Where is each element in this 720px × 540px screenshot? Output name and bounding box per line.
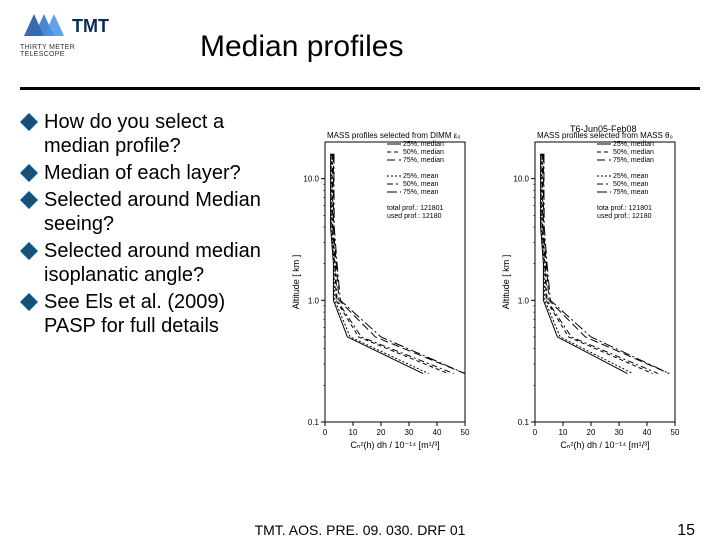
- bullet-text: How do you select a median profile?: [44, 110, 270, 158]
- diamond-bullet-icon: [20, 293, 38, 311]
- bullet-text: See Els et al. (2009) PASP for full deta…: [44, 290, 270, 338]
- bullet-text: Selected around Median seeing?: [44, 188, 270, 236]
- svg-text:10.0: 10.0: [303, 175, 319, 184]
- svg-text:40: 40: [433, 428, 442, 437]
- svg-text:0.1: 0.1: [518, 418, 530, 427]
- bullet-list: How do you select a median profile? Media…: [20, 110, 270, 341]
- svg-text:25%, mean: 25%, mean: [403, 173, 439, 180]
- svg-text:10: 10: [349, 428, 358, 437]
- svg-text:used prof.: 12180: used prof.: 12180: [597, 213, 652, 220]
- svg-text:50%, median: 50%, median: [403, 149, 444, 156]
- svg-text:0: 0: [323, 428, 328, 437]
- diamond-bullet-icon: [20, 191, 38, 209]
- svg-text:75%, median: 75%, median: [613, 157, 654, 164]
- svg-text:Cₙ²(h) dh / 10⁻¹⁴ [m¹/³]: Cₙ²(h) dh / 10⁻¹⁴ [m¹/³]: [560, 440, 649, 450]
- page-number: 15: [677, 522, 695, 540]
- svg-text:Altitude [ km ]: Altitude [ km ]: [291, 255, 301, 310]
- header: TMT THIRTY METER TELESCOPE Median profil…: [20, 0, 700, 90]
- page-title: Median profiles: [200, 30, 403, 64]
- svg-text:50%, mean: 50%, mean: [613, 181, 649, 188]
- bullet-text: Median of each layer?: [44, 161, 241, 185]
- svg-text:75%, median: 75%, median: [403, 157, 444, 164]
- svg-text:25%, median: 25%, median: [613, 141, 654, 148]
- svg-text:20: 20: [587, 428, 596, 437]
- svg-text:1.0: 1.0: [518, 296, 530, 305]
- svg-text:10: 10: [559, 428, 568, 437]
- svg-text:75%, mean: 75%, mean: [613, 189, 649, 196]
- svg-text:0: 0: [533, 428, 538, 437]
- diamond-bullet-icon: [20, 242, 38, 260]
- svg-text:30: 30: [615, 428, 624, 437]
- logo: TMT THIRTY METER TELESCOPE: [20, 10, 120, 58]
- svg-text:Altitude [ km ]: Altitude [ km ]: [501, 255, 511, 310]
- svg-text:25%, median: 25%, median: [403, 141, 444, 148]
- svg-text:total prof.: 121801: total prof.: 121801: [387, 205, 444, 212]
- svg-text:50: 50: [671, 428, 680, 437]
- svg-text:30: 30: [405, 428, 414, 437]
- doc-id: TMT. AOS. PRE. 09. 030. DRF 01: [255, 522, 466, 538]
- svg-text:50%, mean: 50%, mean: [403, 181, 439, 188]
- svg-text:25%, mean: 25%, mean: [613, 173, 649, 180]
- svg-text:MASS profiles selected from DI: MASS profiles selected from DIMM ε₀: [327, 131, 461, 140]
- svg-text:10.0: 10.0: [513, 175, 529, 184]
- bullet-item: See Els et al. (2009) PASP for full deta…: [20, 290, 270, 338]
- diamond-bullet-icon: [20, 113, 38, 131]
- svg-text:Cₙ²(h) dh / 10⁻¹⁴ [m¹/³]: Cₙ²(h) dh / 10⁻¹⁴ [m¹/³]: [350, 440, 439, 450]
- svg-text:0.1: 0.1: [308, 418, 320, 427]
- svg-text:1.0: 1.0: [308, 296, 320, 305]
- bullet-text: Selected around median isoplanatic angle…: [44, 239, 270, 287]
- svg-text:50%, median: 50%, median: [613, 149, 654, 156]
- svg-text:MASS profiles selected from MA: MASS profiles selected from MASS θ₀: [537, 131, 673, 140]
- profiles-figure: T6-Jun05-Feb08MASS profiles selected fro…: [290, 120, 710, 455]
- logo-abbrev: TMT: [72, 16, 109, 36]
- svg-text:20: 20: [377, 428, 386, 437]
- bullet-item: Selected around median isoplanatic angle…: [20, 239, 270, 287]
- svg-text:75%, mean: 75%, mean: [403, 189, 439, 196]
- logo-icon: TMT: [20, 10, 120, 42]
- svg-text:used prof.: 12180: used prof.: 12180: [387, 213, 442, 220]
- bullet-item: Selected around Median seeing?: [20, 188, 270, 236]
- svg-text:50: 50: [461, 428, 470, 437]
- bullet-item: Median of each layer?: [20, 161, 270, 185]
- diamond-bullet-icon: [20, 164, 38, 182]
- svg-text:tota prof.: 121801: tota prof.: 121801: [597, 205, 652, 212]
- logo-subtext: THIRTY METER TELESCOPE: [20, 44, 120, 58]
- svg-text:40: 40: [643, 428, 652, 437]
- bullet-item: How do you select a median profile?: [20, 110, 270, 158]
